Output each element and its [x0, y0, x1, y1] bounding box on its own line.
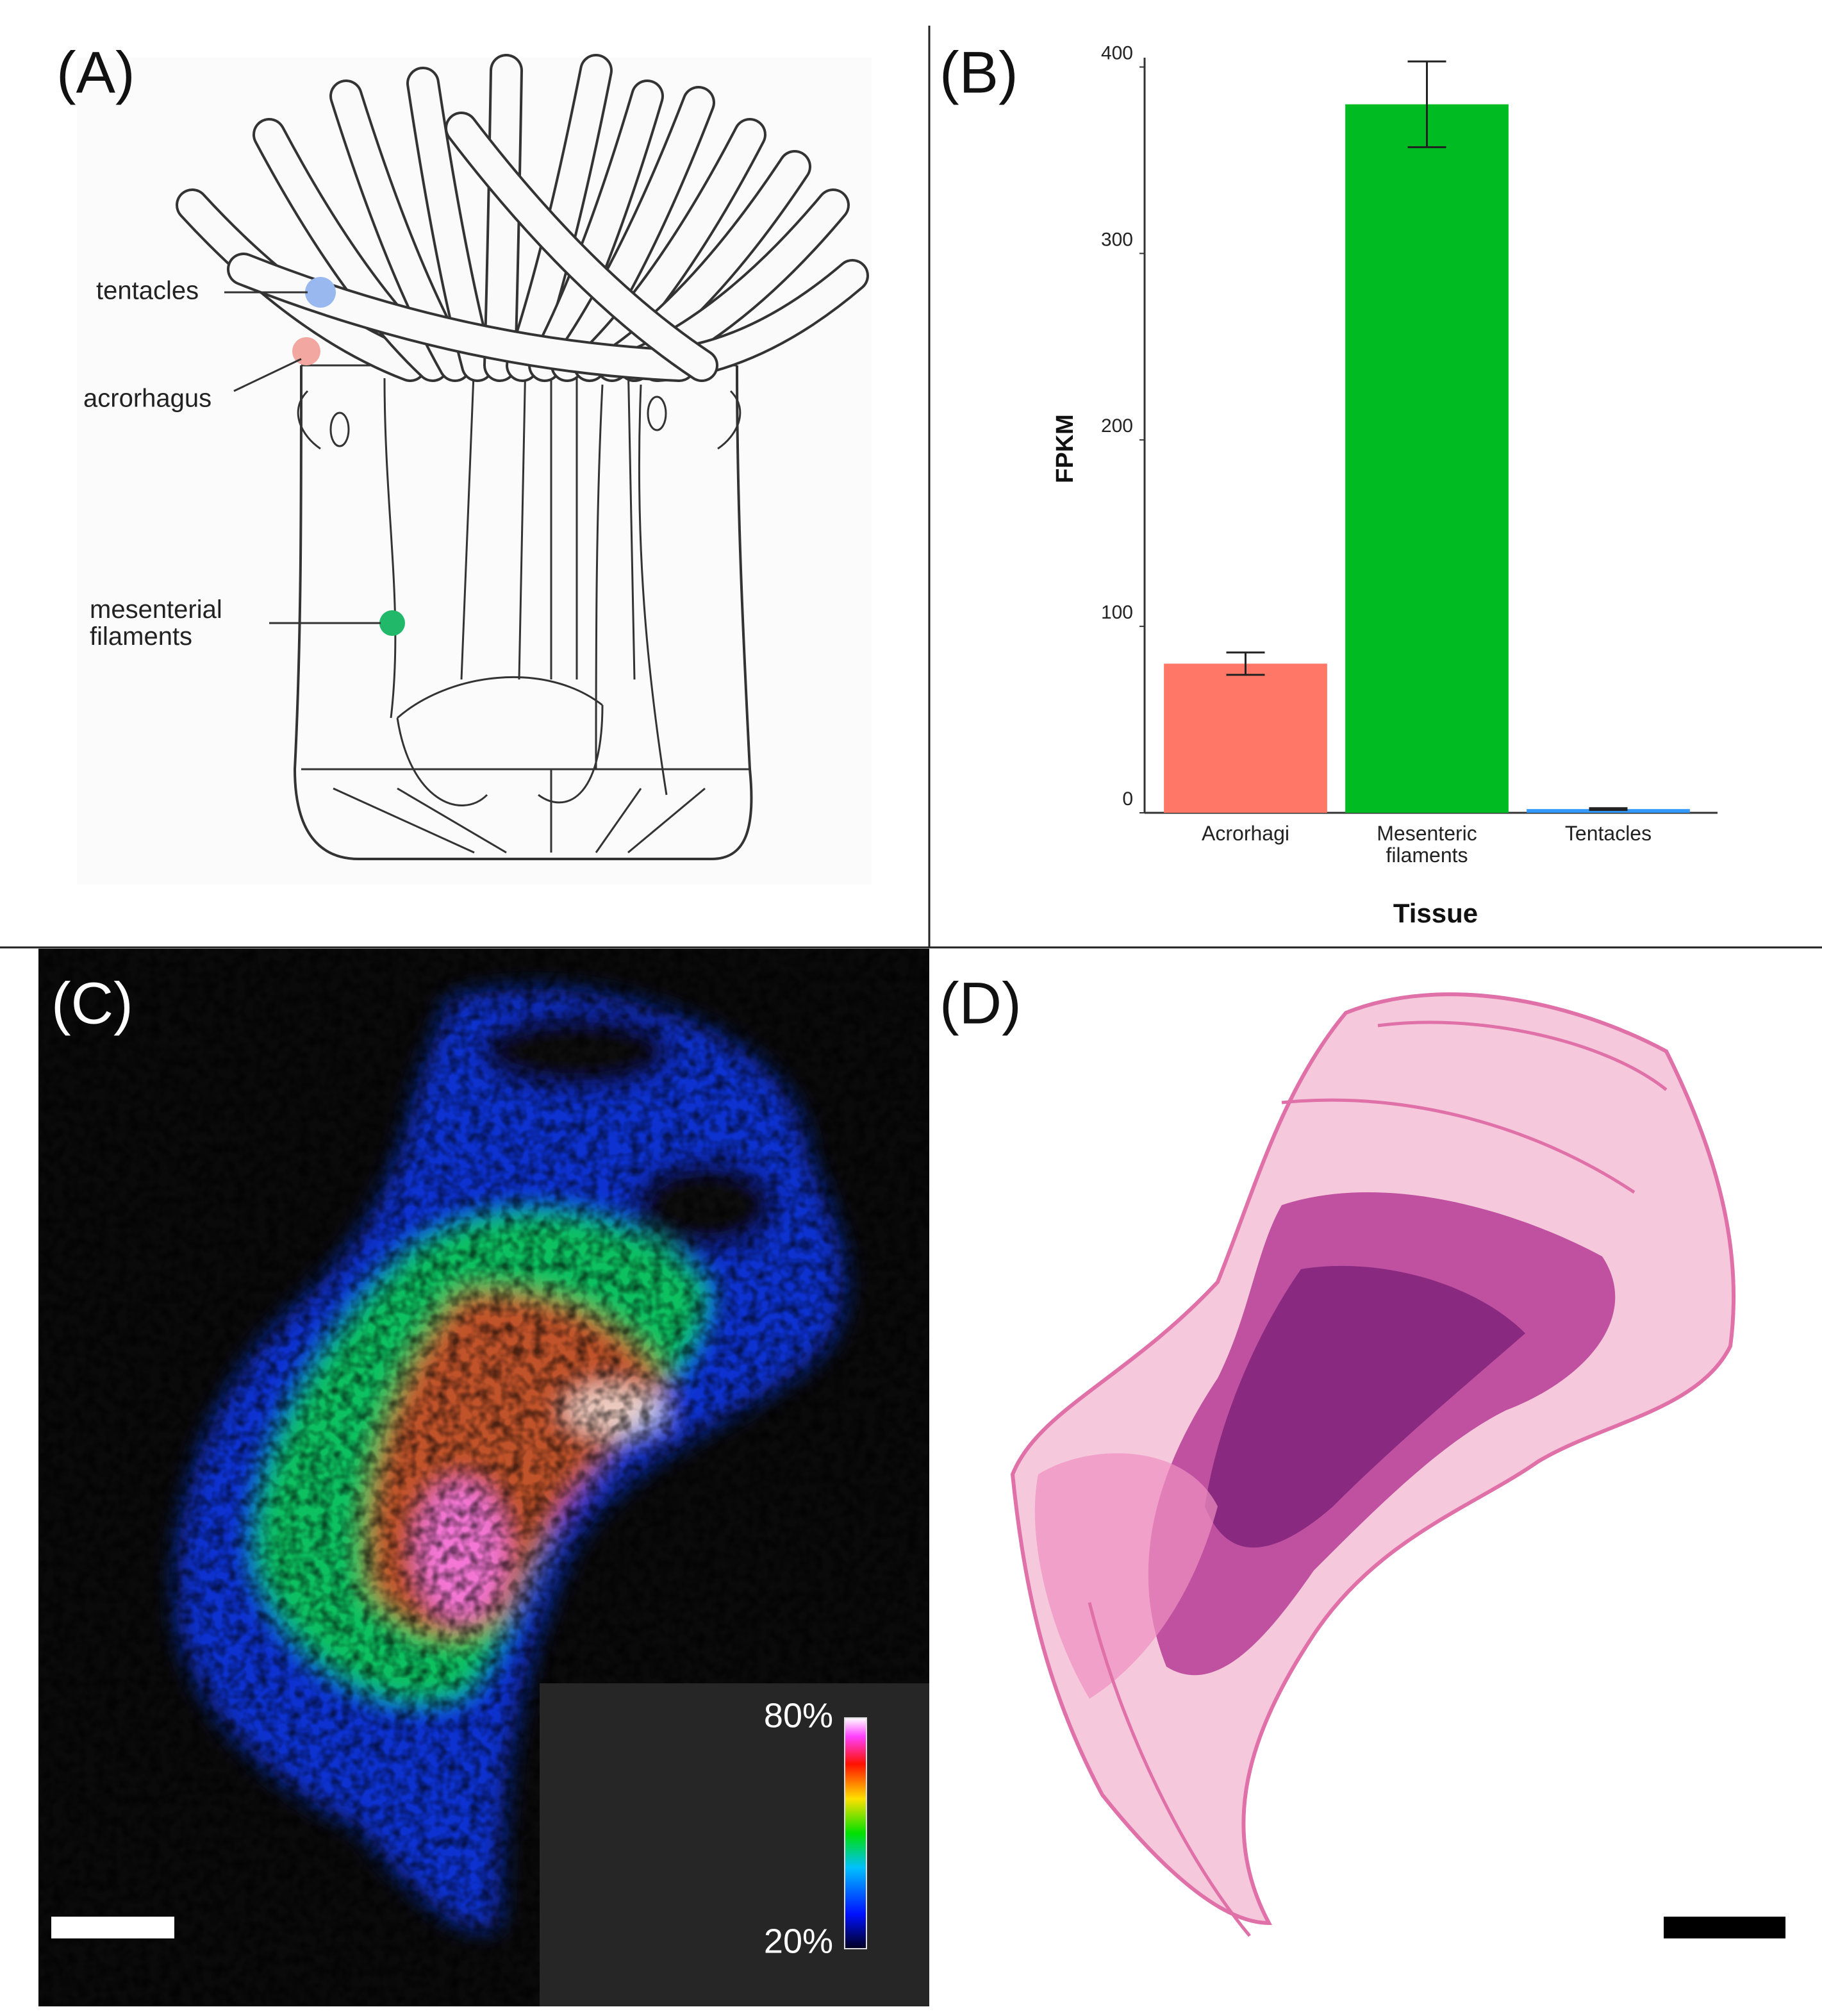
y-tick-label: 400 [1101, 42, 1133, 63]
panel-label: (A) [56, 40, 135, 105]
y-tick-label: 0 [1122, 788, 1133, 810]
leader-line [233, 358, 302, 392]
tentacle [486, 56, 520, 379]
panel-label: (B) [940, 40, 1018, 105]
tentacles-drawing [176, 54, 869, 382]
tentacle [255, 121, 447, 379]
y-tick-label: 100 [1101, 602, 1133, 623]
x-tick-label: Tentacles [1564, 822, 1652, 845]
bar [1345, 104, 1509, 813]
error-bar [1407, 60, 1446, 149]
histology-image [1010, 992, 1736, 1937]
tentacle [576, 121, 764, 379]
error-bar [1226, 651, 1265, 676]
x-tick-label: Acrorhagi [1202, 822, 1289, 845]
tentacle [447, 114, 716, 379]
x-tick-label: Mesenteric filaments [1377, 822, 1477, 867]
colorbar-label: 20% [764, 1922, 833, 1960]
annotation: acrorhagus [83, 385, 211, 413]
annotation: tentacles [96, 277, 199, 305]
colorbar [844, 1717, 867, 1949]
y-tick-label: 200 [1101, 415, 1133, 437]
bar-chart: 0 100 200 300 400 FPKM Tissue [1052, 42, 1718, 928]
colorbar-label: 80% [764, 1696, 833, 1735]
annotation: mesenterial filaments [90, 596, 222, 651]
marker-dot [379, 610, 405, 636]
y-axis-label: FPKM [1052, 414, 1079, 483]
scale-bar [1664, 1917, 1785, 1938]
error-bar [1589, 807, 1628, 812]
x-axis-label: Tissue [1393, 898, 1478, 928]
inset-background [540, 1683, 929, 2006]
anemone-drawing [77, 58, 872, 885]
bar [1164, 663, 1327, 813]
tentacle [553, 88, 713, 379]
panel-label: (C) [51, 971, 133, 1036]
panel-label: (D) [940, 971, 1022, 1036]
marker-dot [292, 337, 320, 365]
marker-dot [305, 277, 336, 308]
scale-bar [51, 1917, 174, 1938]
y-tick-label: 300 [1101, 229, 1133, 250]
